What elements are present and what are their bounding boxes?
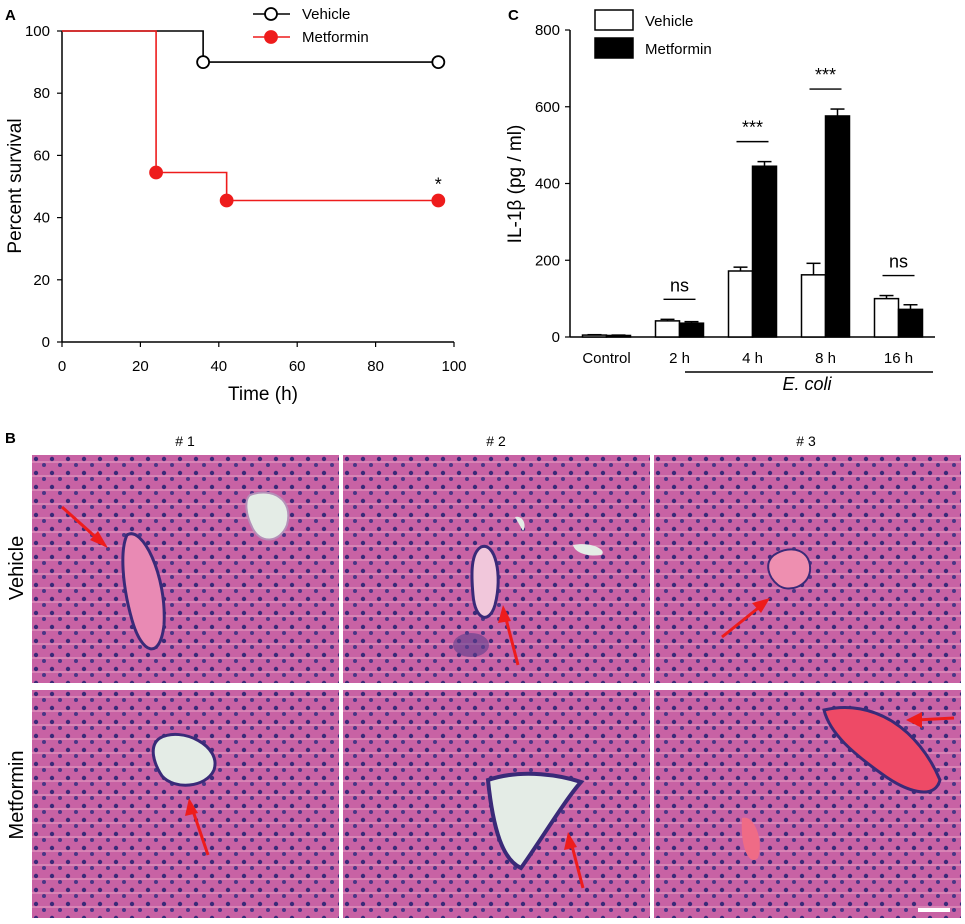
panel-c-legend-label: Vehicle xyxy=(645,13,693,30)
panel-c-significance-label: ns xyxy=(670,275,689,295)
panel-a-legend-marker xyxy=(264,30,278,44)
panel-c-x-tick-label: 2 h xyxy=(669,350,690,367)
panel-a-significance-label: * xyxy=(435,174,442,194)
panel-a-legend-label: Vehicle xyxy=(302,6,350,23)
panel-c-y-tick-label: 200 xyxy=(535,252,560,269)
panel-c-letter: C xyxy=(508,7,519,24)
panel-b-histology: B # 1 # 2 # 3 Vehicle Metformin xyxy=(5,430,816,839)
panel-c-y-tick-label: 0 xyxy=(552,329,560,346)
micrograph-metformin-1 xyxy=(32,690,339,918)
panel-a-y-tick-label: 80 xyxy=(33,85,50,102)
panel-a-point xyxy=(219,193,234,208)
panel-c-bar-vehicle xyxy=(873,297,900,338)
panel-c-legend: Vehicle Metformin xyxy=(594,9,712,59)
panel-a-point xyxy=(431,193,446,208)
scale-bar xyxy=(918,908,950,912)
panel-c-x-tick-label: Control xyxy=(582,350,630,367)
panel-a-y-tick-label: 40 xyxy=(33,210,50,227)
panel-c-significance-label: ns xyxy=(889,252,908,272)
panel-c-x-tick-label: 8 h xyxy=(815,350,836,367)
row-label-vehicle: Vehicle xyxy=(6,536,28,601)
panel-c-x-tick-label: 16 h xyxy=(884,350,913,367)
panel-a-x-tick-label: 60 xyxy=(289,358,306,375)
panel-c-bar-metformin xyxy=(897,308,924,338)
panel-a-series: * xyxy=(62,30,446,208)
panel-a-y-tick-label: 60 xyxy=(33,147,50,164)
panel-c-bar-metformin xyxy=(751,165,778,338)
micrograph-metformin-3 xyxy=(654,690,961,918)
panel-c-legend-label: Metformin xyxy=(645,41,712,58)
panel-c-significance-label: *** xyxy=(742,118,763,138)
panel-c-x-tick-label: 4 h xyxy=(742,350,763,367)
panel-c-x-axis-label: E. coli xyxy=(782,374,832,394)
panel-a-series-line-vehicle xyxy=(62,30,443,63)
panel-a-survival-chart: A 0 20 40 60 80 100 0 20 40 60 80 100 * Vehicle Metf… xyxy=(5,6,467,405)
panel-a-point xyxy=(149,165,163,180)
panel-c-y-axis-label: IL-1β (pg / ml) xyxy=(505,125,526,244)
panel-a-point xyxy=(196,55,211,69)
panel-b-letter: B xyxy=(5,430,16,447)
panel-a-x-tick-label: 100 xyxy=(441,358,466,375)
panel-c-legend-swatch xyxy=(594,9,634,31)
panel-a-point xyxy=(431,55,446,69)
panel-a-letter: A xyxy=(5,7,16,24)
panel-c-bar-metformin xyxy=(678,322,705,338)
panel-a-y-tick-label: 0 xyxy=(42,334,50,351)
row-label-metformin: Metformin xyxy=(6,751,28,840)
panel-a-x-tick-label: 20 xyxy=(132,358,149,375)
panel-a-legend-label: Metformin xyxy=(302,29,369,46)
panel-c-y-tick-label: 400 xyxy=(535,176,560,193)
column-label-2: # 2 xyxy=(486,433,506,449)
micrograph-vehicle-2 xyxy=(343,455,650,683)
micrograph-vehicle-1 xyxy=(32,455,339,683)
panel-c-bar-vehicle xyxy=(727,270,754,338)
micrograph-metformin-2 xyxy=(343,690,650,918)
panel-a-axes: 0 20 40 60 80 100 0 20 40 60 80 100 xyxy=(25,23,467,375)
panel-a-y-axis-label: Percent survival xyxy=(5,118,26,253)
panel-c-bars: ns *** *** ns xyxy=(581,65,924,338)
panel-a-y-tick-label: 20 xyxy=(33,272,50,289)
panel-a-x-tick-label: 40 xyxy=(210,358,227,375)
micrograph-vehicle-3 xyxy=(654,455,961,683)
panel-c-bar-chart: C 0 200 400 600 800 Control 2 h 4 h 8 h 16 h ns **… xyxy=(505,7,935,394)
panel-a-y-tick-label: 100 xyxy=(25,23,50,40)
panel-a-x-axis-label: Time (h) xyxy=(228,384,298,405)
panel-a-legend-marker xyxy=(264,7,278,21)
column-label-1: # 1 xyxy=(175,433,195,449)
panel-a-series-line-metformin xyxy=(62,30,443,202)
panel-c-significance-label: *** xyxy=(815,65,836,85)
column-label-3: # 3 xyxy=(796,433,816,449)
panel-a-legend: Vehicle Metformin xyxy=(253,6,369,46)
panel-a-x-tick-label: 0 xyxy=(58,358,66,375)
panel-c-legend-swatch xyxy=(594,37,634,59)
panel-c-bar-vehicle xyxy=(800,274,827,338)
panel-c-bar-vehicle xyxy=(654,320,681,338)
panel-c-bar-metformin xyxy=(824,115,851,338)
panel-a-x-tick-label: 80 xyxy=(367,358,384,375)
panel-c-y-tick-label: 800 xyxy=(535,22,560,39)
panel-c-y-tick-label: 600 xyxy=(535,99,560,116)
